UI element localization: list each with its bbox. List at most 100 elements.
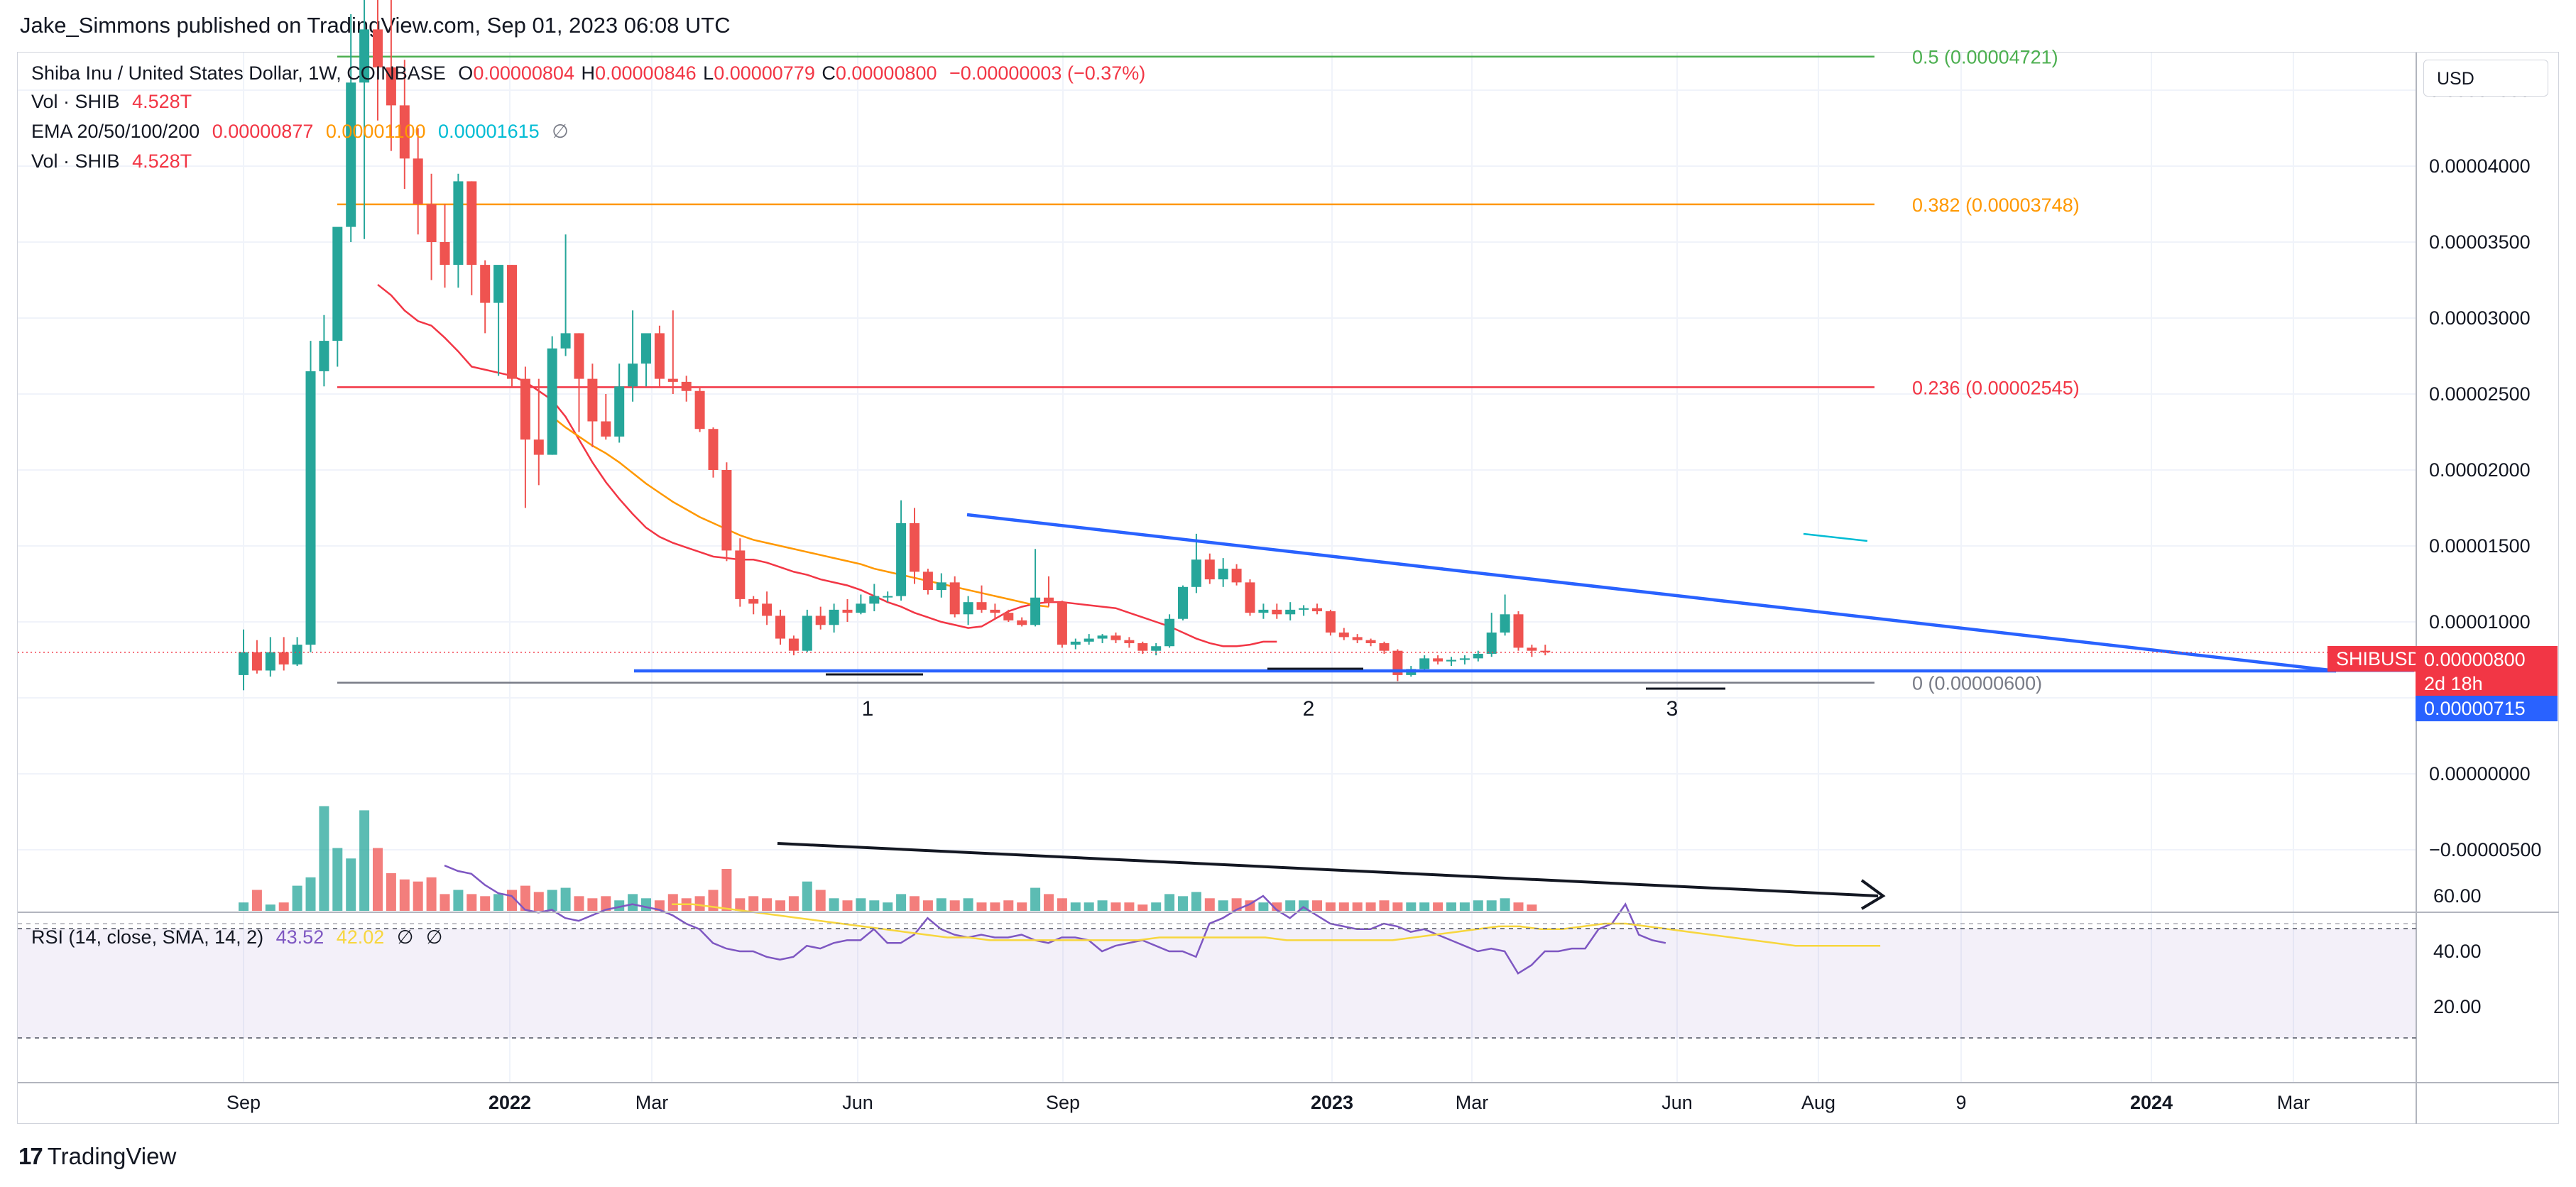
candle-body bbox=[1070, 641, 1081, 645]
ema50-value: 0.00001100 bbox=[325, 121, 426, 142]
grid bbox=[18, 53, 2416, 1083]
ema100-value: 0.00001615 bbox=[438, 121, 540, 142]
tradingview-logo-icon: 17 bbox=[18, 1143, 43, 1169]
volume-bar bbox=[802, 881, 812, 911]
candle-body bbox=[1379, 642, 1390, 651]
time-axis: Sep 2022 Mar Jun Sep 2023 Mar Jun Aug 9 2024 Mar bbox=[227, 1092, 2310, 1113]
volume-bar bbox=[667, 894, 678, 911]
candle-body bbox=[1459, 658, 1470, 660]
volume-bar bbox=[735, 898, 746, 911]
symbol-legend[interactable]: Shiba Inu / United States Dollar, 1W, CO… bbox=[31, 62, 1152, 84]
volume-bar bbox=[426, 877, 437, 911]
candle-body bbox=[265, 652, 275, 671]
volume-bar bbox=[440, 894, 450, 911]
last-price-tag: 0.00000800 2d 18h bbox=[2416, 646, 2558, 696]
ema-legend[interactable]: EMA 20/50/100/200 0.00000877 0.00001100 … bbox=[31, 121, 576, 143]
volume-bar bbox=[1057, 898, 1067, 911]
rsi-panel bbox=[444, 864, 1881, 975]
candle-body bbox=[976, 602, 987, 610]
candle-body bbox=[239, 652, 249, 675]
volume-bar bbox=[1218, 900, 1228, 911]
ohlc-high: H0.00000846 bbox=[581, 62, 697, 84]
volume-bar bbox=[359, 810, 370, 911]
candle-body bbox=[1218, 569, 1228, 580]
candle-body bbox=[1124, 640, 1135, 643]
volume-bar bbox=[251, 890, 262, 911]
candle-body bbox=[641, 333, 651, 364]
volume-bar bbox=[1325, 902, 1336, 911]
candle-body bbox=[1003, 613, 1014, 620]
candle-body bbox=[1527, 647, 1537, 651]
candle-body bbox=[1258, 609, 1269, 613]
ema100-line bbox=[1803, 532, 1868, 542]
candle-body bbox=[292, 645, 302, 664]
support-price-value: 0.00000715 bbox=[2424, 698, 2526, 719]
price-tick-label: 0.00003000 bbox=[2429, 307, 2531, 329]
volume-bar bbox=[466, 894, 477, 911]
candle-body bbox=[1312, 608, 1322, 612]
volume-bar bbox=[332, 848, 343, 911]
volume-trend-arrowhead bbox=[1860, 879, 1886, 910]
candle-body bbox=[963, 602, 973, 615]
candle-body bbox=[1338, 632, 1349, 638]
price-tick-label: 0.00001000 bbox=[2429, 611, 2531, 633]
candle-body bbox=[560, 333, 571, 349]
rsi-tick-label: 40.00 bbox=[2433, 941, 2482, 962]
volume-bar bbox=[856, 898, 866, 911]
volume-bar bbox=[1151, 902, 1162, 911]
symbol-tag: SHIBUSD bbox=[2327, 646, 2421, 672]
volume-bar bbox=[949, 900, 960, 911]
time-tick-label: Aug bbox=[1801, 1092, 1835, 1113]
candle-body bbox=[440, 242, 450, 266]
volume-bar bbox=[762, 898, 773, 911]
volume-bar bbox=[842, 900, 853, 911]
rsi-legend[interactable]: RSI (14, close, SMA, 14, 2) 43.52 42.02 … bbox=[31, 926, 449, 948]
drawings: 1 2 3 bbox=[18, 513, 2416, 910]
volume-value-2: 4.528T bbox=[132, 151, 192, 172]
candle-body bbox=[1164, 618, 1175, 647]
rsi-tick-label: 20.00 bbox=[2433, 996, 2482, 1017]
candle-body bbox=[1191, 559, 1201, 587]
volume-bar bbox=[1379, 900, 1390, 911]
price-tick-label: 0.00002000 bbox=[2429, 459, 2531, 481]
volume-legend[interactable]: Vol · SHIB 4.528T bbox=[31, 91, 199, 113]
bar-countdown: 2d 18h bbox=[2424, 673, 2483, 694]
price-tick-label: −0.00000500 bbox=[2429, 839, 2541, 860]
volume-bar bbox=[1527, 904, 1537, 911]
candle-body bbox=[1231, 569, 1242, 583]
volume-bar bbox=[278, 902, 289, 911]
volume-bar bbox=[1312, 900, 1322, 911]
currency-selector[interactable]: USD bbox=[2423, 60, 2548, 97]
candle-body bbox=[507, 265, 517, 379]
volume-bar bbox=[976, 902, 987, 911]
volume-bar bbox=[1473, 900, 1483, 911]
ohlc-change: −0.00000003 (−0.37%) bbox=[949, 62, 1146, 84]
volume-legend-2[interactable]: Vol · SHIB 4.528T bbox=[31, 151, 199, 173]
volume-bar bbox=[547, 890, 557, 911]
volume-bar bbox=[1486, 900, 1497, 911]
ema50-line bbox=[551, 416, 1049, 608]
candle-body bbox=[748, 598, 759, 604]
chart-frame[interactable] bbox=[17, 52, 2559, 1124]
rsi-background bbox=[18, 929, 2416, 1038]
candle-body bbox=[762, 603, 773, 616]
candle-body bbox=[1446, 660, 1456, 662]
candle-body bbox=[936, 582, 946, 591]
volume-bar bbox=[1406, 902, 1417, 911]
ohlc-close: C0.00000800 bbox=[822, 62, 937, 84]
volume-bar bbox=[1352, 902, 1363, 911]
candle-body bbox=[426, 204, 437, 242]
volume-bar bbox=[453, 890, 464, 911]
candle-body bbox=[373, 29, 383, 67]
candle-body bbox=[1178, 586, 1188, 619]
footer-brand[interactable]: 17 TradingView bbox=[18, 1143, 176, 1170]
candle-body bbox=[359, 29, 370, 83]
candle-body bbox=[910, 523, 919, 572]
volume-bar bbox=[601, 896, 611, 911]
volume-bar bbox=[896, 894, 907, 911]
volume-bar bbox=[1285, 900, 1296, 911]
candle-body bbox=[735, 550, 746, 599]
candle-body bbox=[493, 265, 504, 303]
candle-body bbox=[694, 390, 705, 430]
